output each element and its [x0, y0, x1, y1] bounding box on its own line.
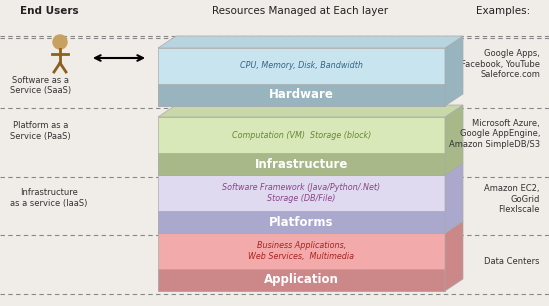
Text: Business Applications,
Web Services,  Multimedia: Business Applications, Web Services, Mul… — [249, 241, 355, 261]
Text: Platforms: Platforms — [269, 215, 334, 229]
Polygon shape — [158, 233, 445, 291]
Text: Hardware: Hardware — [269, 88, 334, 102]
Polygon shape — [445, 221, 463, 291]
Text: Infrastructure
as a service (IaaS): Infrastructure as a service (IaaS) — [10, 188, 87, 208]
Polygon shape — [158, 117, 445, 175]
Text: Software as a
Service (SaaS): Software as a Service (SaaS) — [10, 76, 71, 95]
Text: Microsoft Azure,
Google AppEngine,
Amazon SimpleDB/S3: Microsoft Azure, Google AppEngine, Amazo… — [449, 119, 540, 149]
Polygon shape — [445, 36, 463, 106]
Polygon shape — [158, 211, 445, 233]
Polygon shape — [158, 221, 463, 233]
Polygon shape — [158, 153, 445, 175]
Circle shape — [53, 35, 67, 49]
Text: Amazon EC2,
GoGrid
Flexlscale: Amazon EC2, GoGrid Flexlscale — [485, 184, 540, 214]
Text: Computation (VM)  Storage (block): Computation (VM) Storage (block) — [232, 130, 371, 140]
Text: CPU, Memory, Disk, Bandwidth: CPU, Memory, Disk, Bandwidth — [240, 62, 363, 70]
Text: Examples:: Examples: — [476, 6, 530, 16]
Text: Platform as a
Service (PaaS): Platform as a Service (PaaS) — [10, 121, 71, 141]
Polygon shape — [158, 105, 463, 117]
Text: Application: Application — [264, 274, 339, 286]
Polygon shape — [158, 84, 445, 106]
Polygon shape — [158, 48, 445, 106]
Text: Data Centers: Data Centers — [485, 256, 540, 266]
Text: Google Apps,
Facebook, YouTube
Saleforce.com: Google Apps, Facebook, YouTube Saleforce… — [461, 49, 540, 79]
Polygon shape — [158, 36, 463, 48]
Polygon shape — [158, 269, 445, 291]
Polygon shape — [158, 163, 463, 175]
Text: Software Framework (Java/Python/.Net)
Storage (DB/File): Software Framework (Java/Python/.Net) St… — [222, 183, 380, 203]
Text: End Users: End Users — [20, 6, 79, 16]
Text: Resources Managed at Each layer: Resources Managed at Each layer — [212, 6, 388, 16]
Polygon shape — [445, 163, 463, 233]
Text: Infrastructure: Infrastructure — [255, 158, 348, 170]
Polygon shape — [445, 105, 463, 175]
Polygon shape — [158, 175, 445, 233]
